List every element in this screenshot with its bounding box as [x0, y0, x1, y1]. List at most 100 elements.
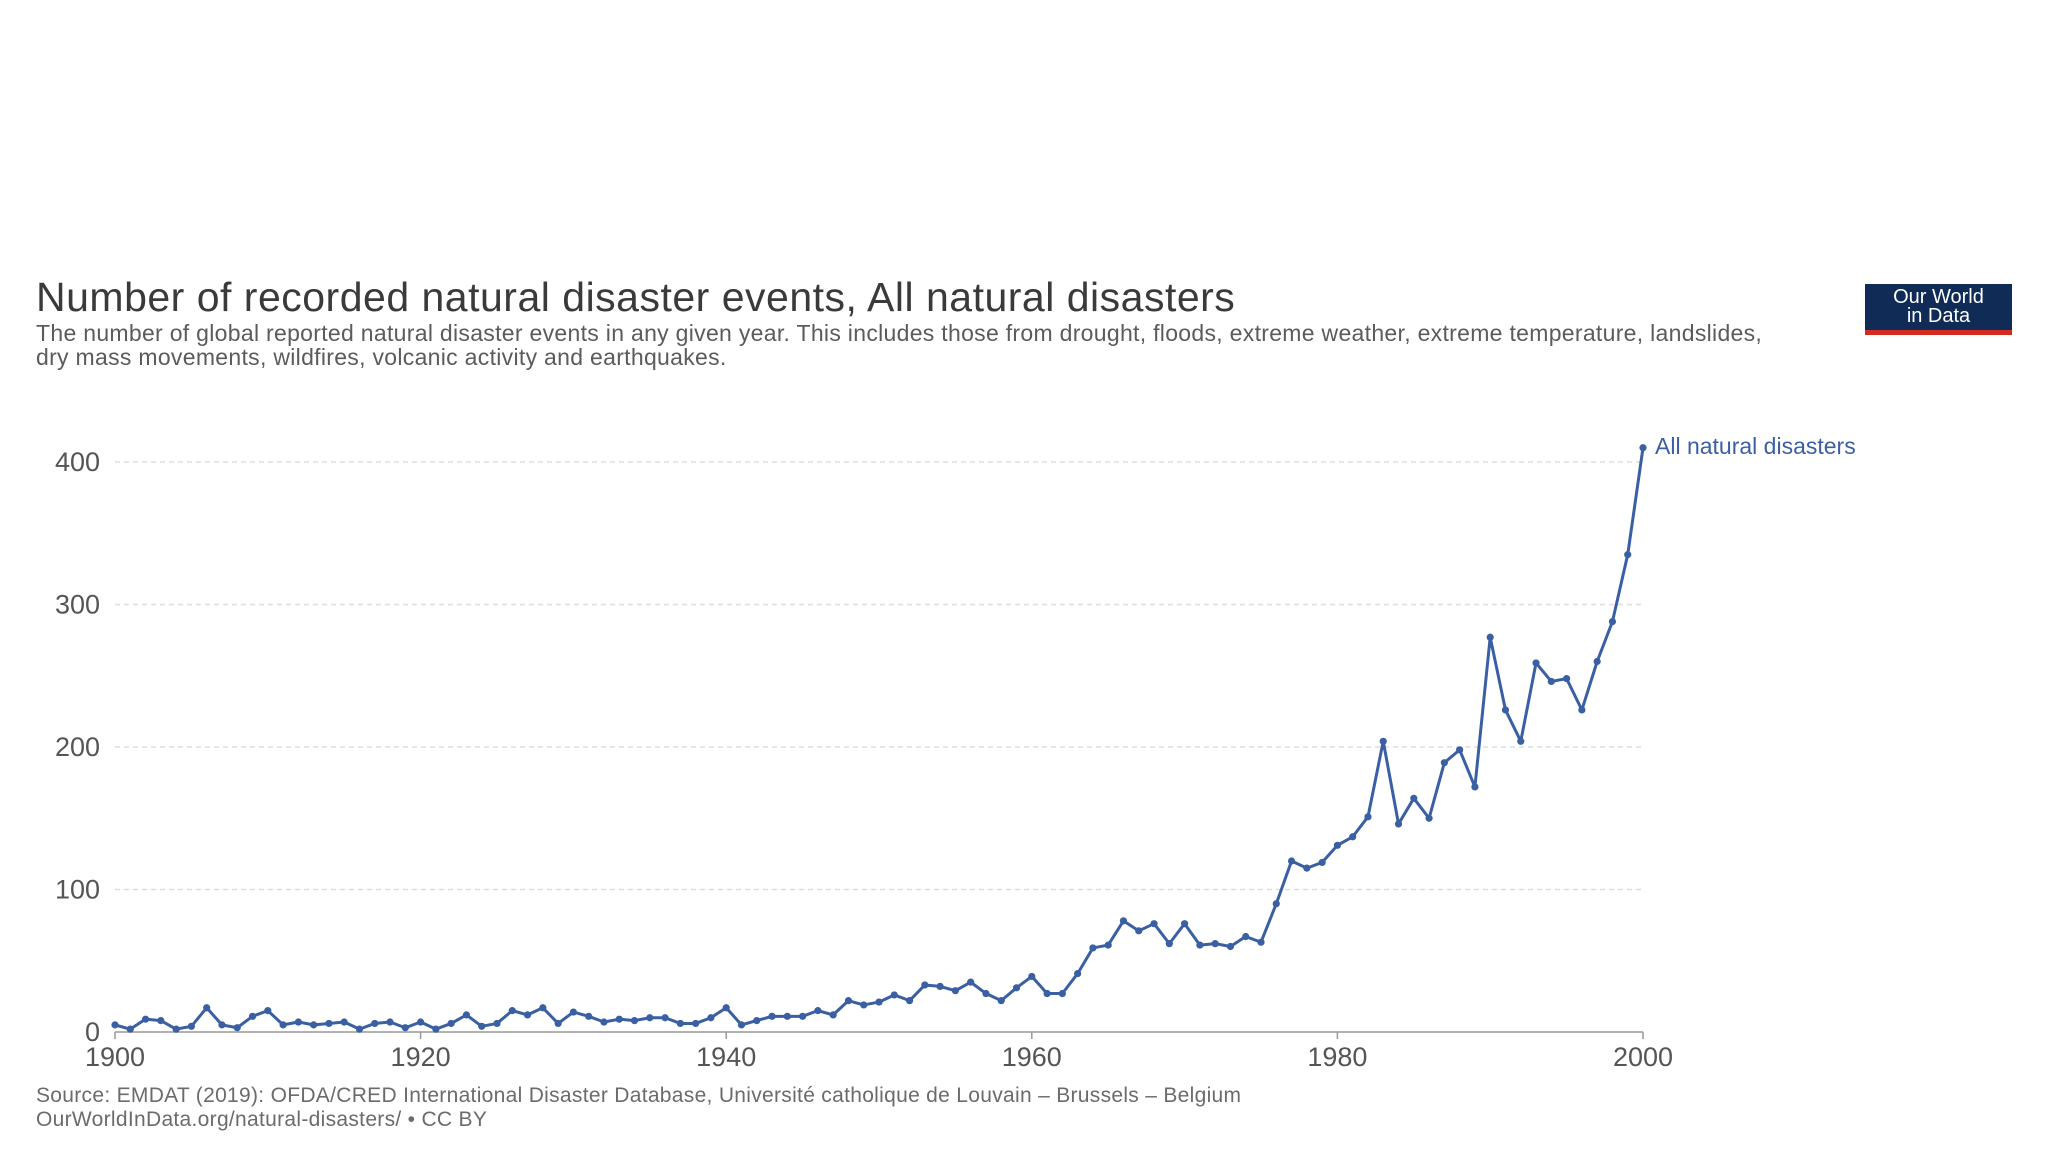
data-point — [569, 1008, 578, 1016]
data-point — [1043, 989, 1051, 998]
data-point — [432, 1025, 440, 1033]
data-point — [1150, 920, 1158, 928]
data-point — [1501, 706, 1510, 714]
data-point — [676, 1019, 684, 1028]
data-point — [1257, 938, 1265, 946]
grid-lines — [115, 461, 1643, 891]
data-point — [1547, 677, 1555, 686]
data-point — [860, 1001, 868, 1009]
y-tick-label: 0 — [85, 1017, 100, 1047]
data-point — [829, 1011, 837, 1019]
data-point — [187, 1022, 195, 1030]
series-label: All natural disasters — [1655, 433, 1856, 459]
x-tick-label: 1980 — [1307, 1042, 1367, 1072]
data-point — [722, 1004, 730, 1012]
data-point — [783, 1012, 791, 1020]
data-point — [157, 1017, 165, 1025]
data-point — [447, 1019, 455, 1028]
data-point — [1517, 737, 1525, 745]
data-point — [1608, 618, 1617, 626]
y-tick-label: 400 — [55, 447, 100, 477]
data-point — [737, 1021, 746, 1029]
source-line-1: Source: EMDAT (2019): OFDA/CRED Internat… — [36, 1084, 1242, 1107]
data-point — [233, 1024, 241, 1032]
data-point — [1410, 794, 1418, 802]
x-tick-label: 1920 — [391, 1042, 451, 1072]
data-point — [1456, 746, 1464, 754]
series-line — [113, 446, 1645, 1031]
data-point — [417, 1018, 425, 1026]
data-point — [905, 997, 914, 1005]
data-point — [951, 987, 960, 995]
series-layer — [111, 444, 1647, 1033]
x-tick-label: 1960 — [1002, 1042, 1062, 1072]
data-point — [1379, 737, 1387, 745]
data-point — [141, 1015, 150, 1023]
data-point — [707, 1014, 715, 1022]
data-point — [1318, 858, 1326, 867]
data-point — [997, 997, 1005, 1005]
data-point — [539, 1004, 547, 1012]
data-point — [936, 982, 944, 991]
data-point — [462, 1011, 471, 1019]
data-point — [921, 981, 929, 989]
data-point — [493, 1019, 501, 1028]
data-point — [1440, 759, 1448, 767]
data-point — [1012, 984, 1021, 992]
data-point — [1089, 944, 1097, 952]
data-point — [661, 1014, 669, 1022]
source-note: Source: EMDAT (2019): OFDA/CRED Internat… — [36, 1084, 1241, 1132]
data-point — [1226, 942, 1235, 951]
data-point — [279, 1021, 287, 1029]
data-point — [1532, 659, 1540, 667]
x-tick-label: 1900 — [85, 1042, 145, 1072]
data-point — [814, 1007, 822, 1015]
data-point — [203, 1004, 211, 1012]
data-point — [1349, 833, 1357, 841]
data-point — [1211, 940, 1219, 948]
y-tick-label: 200 — [55, 732, 100, 762]
data-point — [218, 1021, 226, 1029]
data-point — [1119, 917, 1128, 925]
series-labels: All natural disasters — [1655, 433, 1856, 459]
data-point — [554, 1019, 562, 1028]
data-point — [1242, 932, 1250, 941]
data-point — [1624, 551, 1632, 559]
x-tick-label: 1940 — [696, 1042, 756, 1072]
data-point — [753, 1017, 761, 1025]
data-point — [1425, 814, 1433, 822]
data-point — [478, 1022, 486, 1030]
data-point — [1058, 989, 1066, 998]
owid-logo[interactable]: Our World in Data — [1865, 284, 2012, 335]
data-point — [1135, 927, 1143, 935]
data-point — [1364, 813, 1372, 821]
data-point — [1639, 444, 1647, 452]
data-point — [1333, 841, 1341, 849]
data-point — [355, 1025, 364, 1033]
data-point — [967, 978, 975, 986]
data-point — [172, 1025, 180, 1033]
data-point — [523, 1011, 532, 1019]
data-point — [325, 1019, 333, 1028]
source-line-2[interactable]: OurWorldInData.org/natural-disasters/ • … — [36, 1108, 488, 1131]
data-point — [371, 1019, 379, 1028]
data-point — [1471, 783, 1479, 791]
y-tick-label: 300 — [55, 590, 100, 620]
data-point — [1287, 857, 1296, 865]
data-point — [982, 989, 990, 998]
data-point — [1181, 920, 1189, 928]
data-point — [340, 1018, 348, 1026]
data-point — [310, 1021, 318, 1029]
data-point — [1593, 657, 1601, 666]
data-point — [615, 1015, 623, 1023]
data-point — [1104, 941, 1112, 949]
data-point — [630, 1017, 639, 1025]
data-point — [1578, 706, 1586, 714]
data-point — [1165, 940, 1173, 948]
chart-title: Number of recorded natural disaster even… — [36, 274, 1236, 320]
data-point — [844, 997, 853, 1005]
data-point — [508, 1007, 516, 1015]
data-point — [692, 1019, 700, 1028]
x-axis: 1900 1920 1940 1960 1980 2000 — [85, 1031, 1673, 1072]
